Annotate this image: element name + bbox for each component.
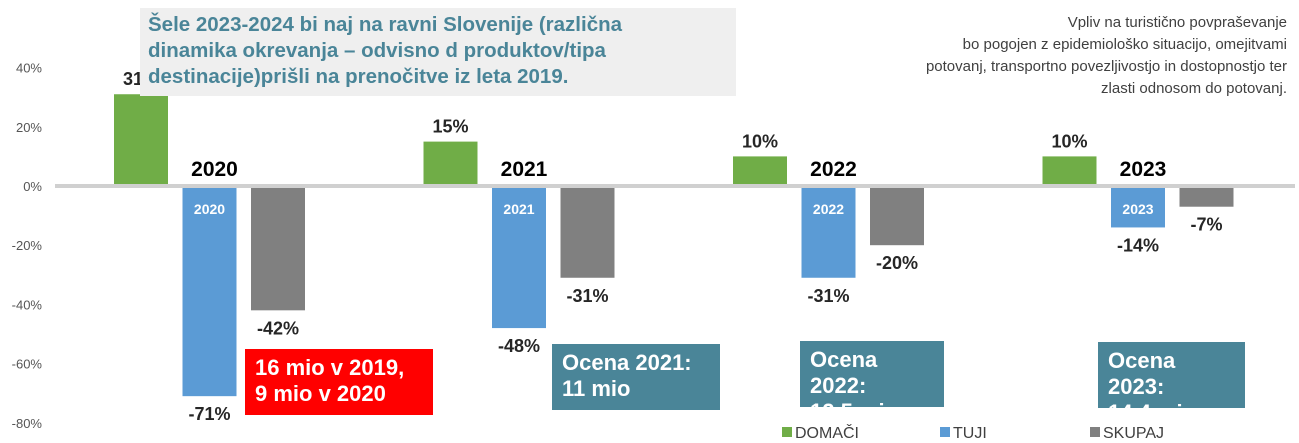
callout-2021: Ocena 2021: 11 mio (552, 344, 720, 410)
data-label: -31% (807, 286, 849, 306)
y-tick-label: 40% (16, 61, 42, 76)
callout-line: 14,4 mio (1108, 400, 1197, 425)
note-line: Vpliv na turistično povpraševanje (1067, 14, 1287, 31)
note-line: zlasti odnosom do potovanj. (1101, 80, 1287, 97)
callout-line: 9 mio v 2020 (255, 381, 386, 406)
data-label: -31% (566, 286, 608, 306)
y-tick-label: -80% (12, 416, 43, 431)
bar-tuji-2022 (801, 186, 856, 278)
bar-skupaj-2021 (560, 186, 615, 278)
data-label: -7% (1190, 215, 1222, 235)
bar-tuji-2023 (1111, 186, 1165, 228)
category-label: 2021 (501, 158, 548, 181)
bar-skupaj-2023 (1179, 186, 1234, 207)
callout-line: Ocena 2023: (1108, 348, 1176, 399)
bar-skupaj-2022 (870, 186, 924, 246)
callout-2023: Ocena 2023: 14,4 mio (1098, 342, 1245, 425)
data-label: -71% (188, 404, 230, 424)
callout-line: 12,5 mio (810, 399, 899, 424)
bar-year-label: 2023 (1122, 201, 1153, 217)
y-tick-label: 0% (23, 179, 42, 194)
data-label: -14% (1117, 235, 1159, 255)
category-label: 2020 (191, 158, 238, 181)
bar-skupaj-2020 (251, 186, 305, 311)
note-line: bo pogojen z epidemiološko situacijo, om… (962, 36, 1287, 53)
callout-2022: Ocena 2022: 12,5 mio (800, 341, 944, 424)
bar-year-label: 2021 (503, 201, 534, 217)
legend-label: DOMAČI (795, 423, 859, 442)
data-label: -42% (257, 318, 299, 338)
legend-swatch-tuji (940, 427, 950, 437)
headline-line: destinacije)prišli na prenočitve iz leta… (148, 65, 569, 88)
headline-line: Šele 2023-2024 bi naj na ravni Slovenije… (148, 13, 623, 36)
category-label: 2023 (1120, 158, 1167, 181)
y-tick-label: -20% (12, 238, 43, 253)
y-tick-label: -40% (12, 297, 43, 312)
headline-box: Šele 2023-2024 bi naj na ravni Slovenije… (140, 8, 736, 96)
legend-label: SKUPAJ (1103, 425, 1164, 442)
note-text: Vpliv na turistično povpraševanje bo pog… (926, 12, 1287, 100)
bar-tuji-2021 (492, 186, 546, 329)
data-label: 10% (1051, 131, 1087, 151)
data-label: 15% (432, 117, 468, 137)
callout-2020: 16 mio v 2019, 9 mio v 2020 (245, 349, 433, 415)
legend-label: TUJI (953, 425, 987, 442)
headline-line: dinamika okrevanja – odvisno d produktov… (148, 39, 606, 62)
data-label: 10% (742, 131, 778, 151)
bar-domači-2022 (733, 156, 787, 186)
bar-domači-2023 (1042, 156, 1097, 186)
bar-tuji-2020 (182, 186, 237, 397)
bar-domači-2021 (423, 141, 478, 186)
bar-year-label: 2022 (813, 201, 844, 217)
data-label: -20% (876, 253, 918, 273)
legend-swatch-domači (782, 427, 792, 437)
callout-line: 16 mio v 2019, (255, 355, 405, 380)
legend-swatch-skupaj (1090, 427, 1100, 437)
note-line: potovanj, transportno povezljivostjo in … (925, 58, 1287, 75)
y-tick-label: -60% (12, 357, 43, 372)
y-tick-label: 20% (16, 120, 42, 135)
callout-line: Ocena 2021: (562, 350, 692, 375)
callout-line: Ocena 2022: (810, 347, 878, 398)
data-label: -48% (498, 336, 540, 356)
bar-domači-2020 (114, 94, 168, 186)
bar-year-label: 2020 (194, 201, 225, 217)
category-label: 2022 (810, 158, 857, 181)
callout-line: 11 mio (562, 376, 631, 401)
